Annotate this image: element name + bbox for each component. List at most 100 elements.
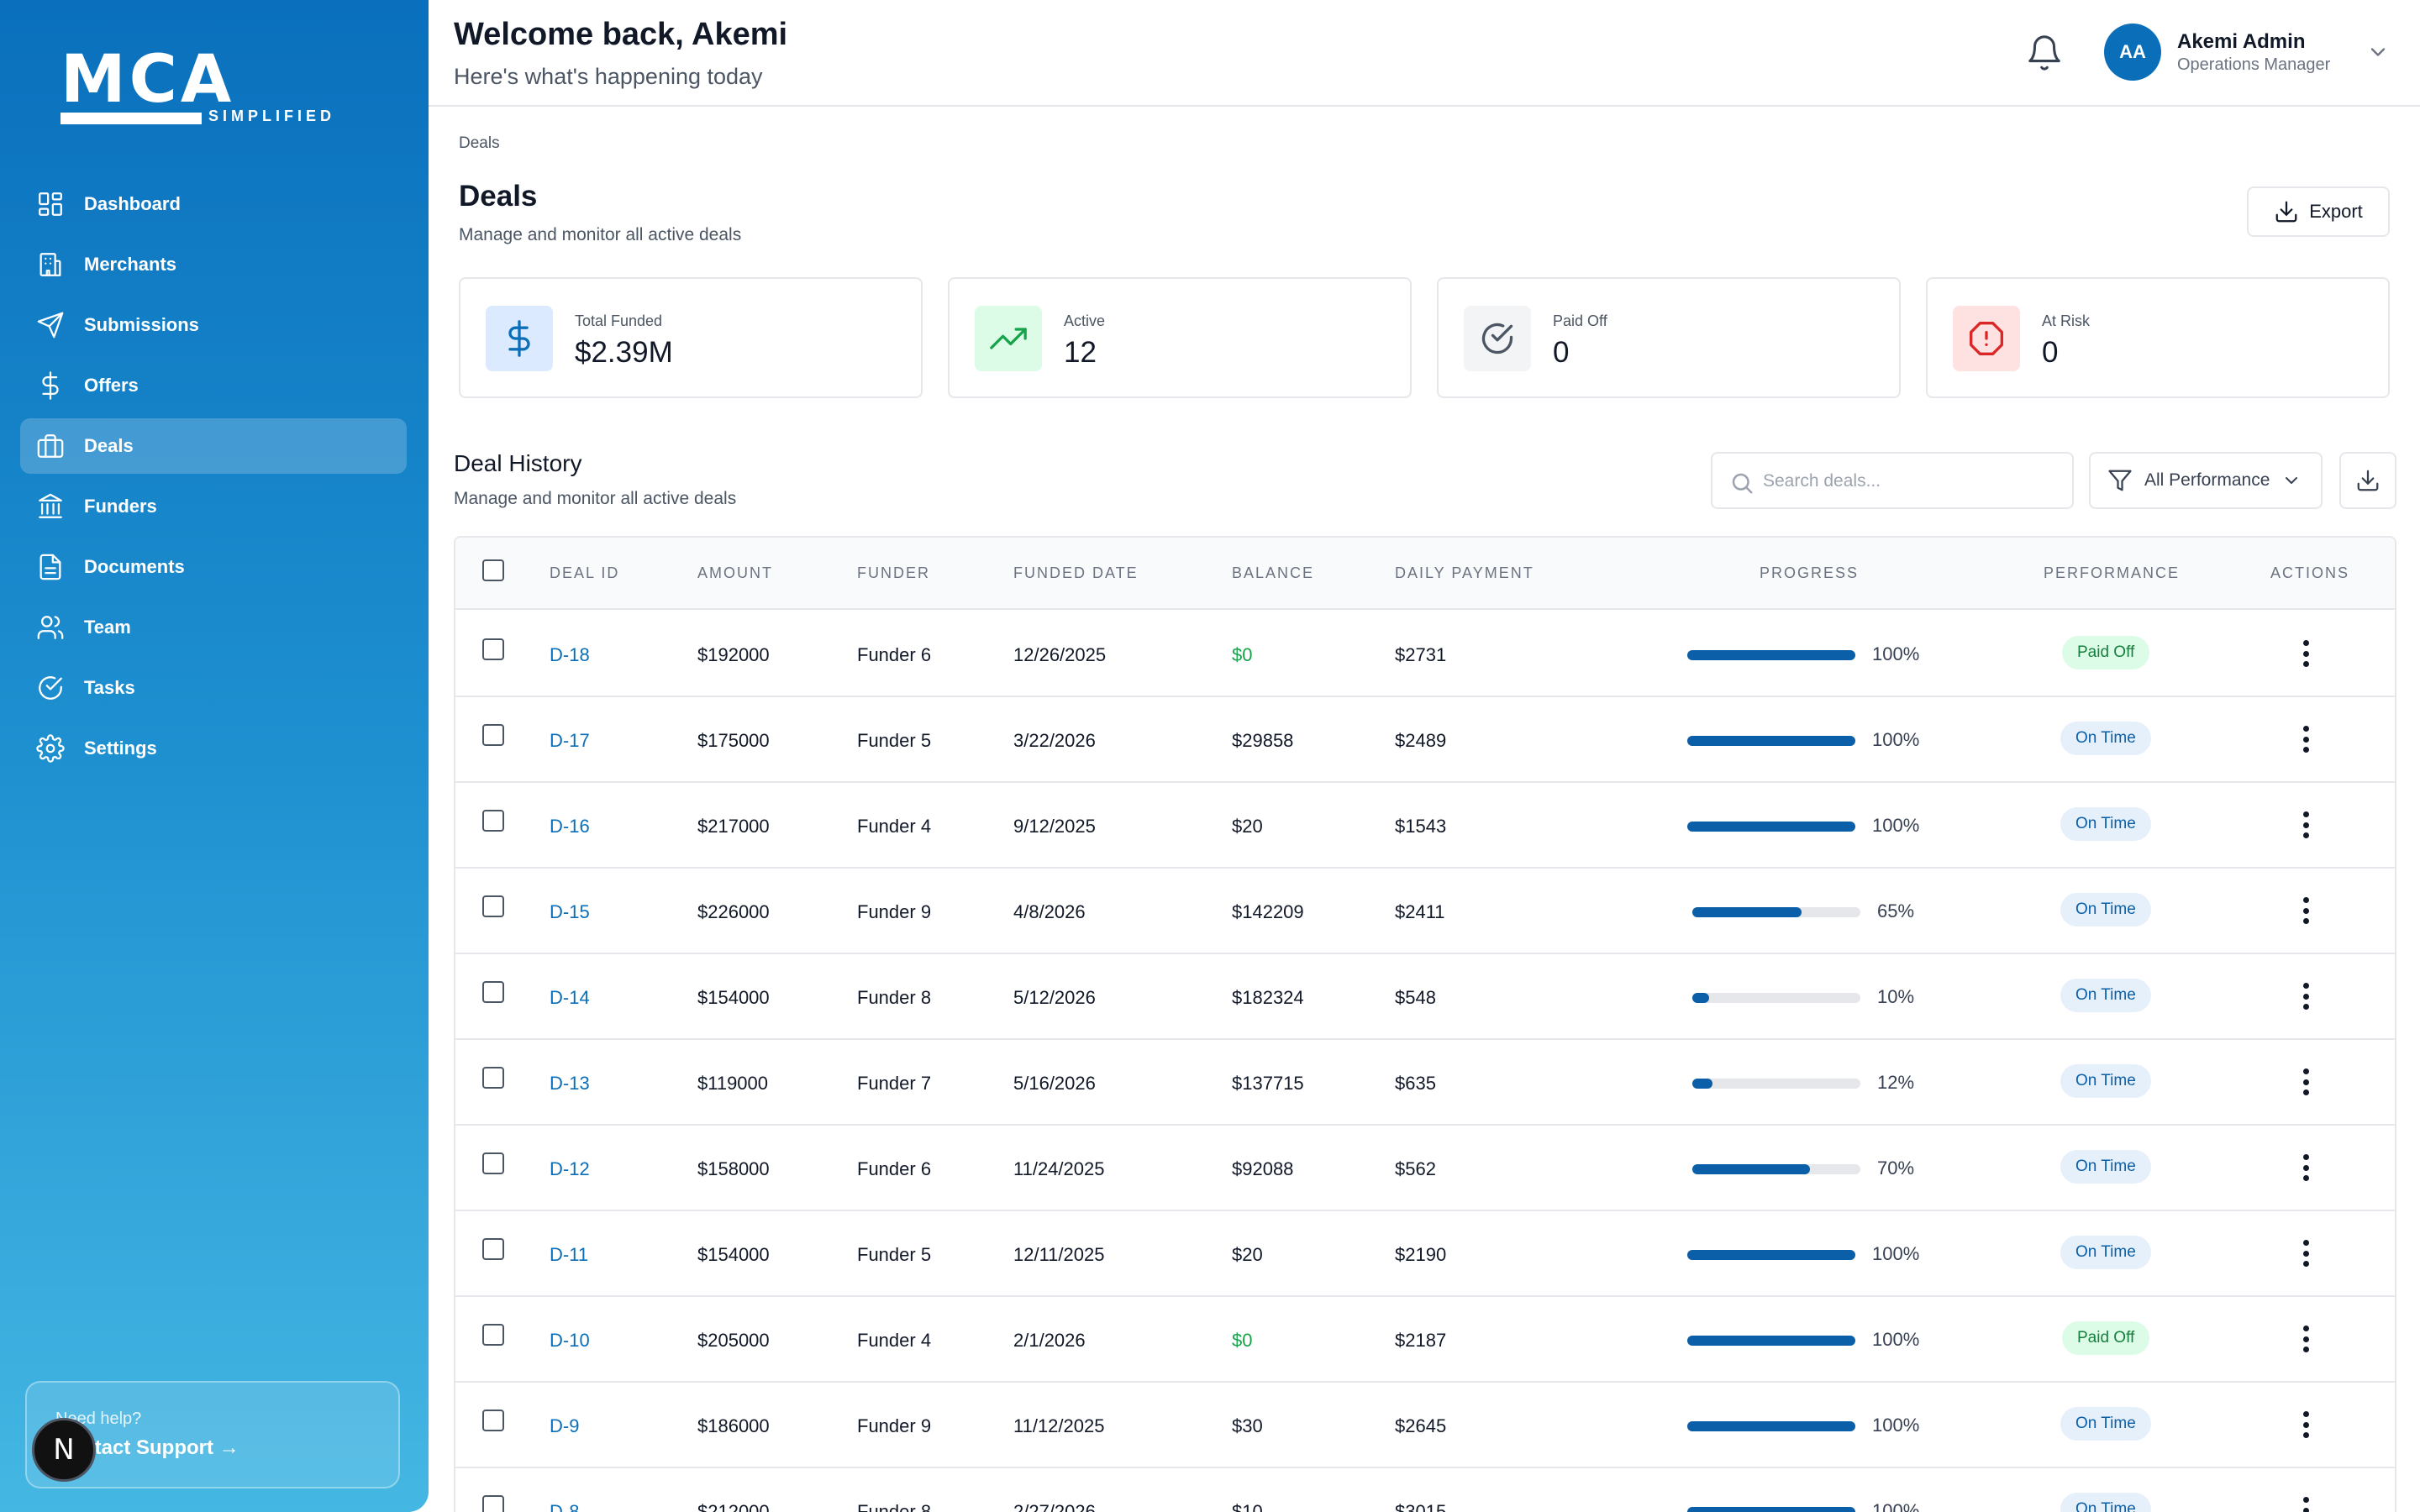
deal-id-link[interactable]: D-15 [550, 901, 590, 922]
select-all-checkbox[interactable] [482, 559, 504, 581]
user-name[interactable]: Akemi Admin [2177, 30, 2306, 53]
deal-funded-date: 3/22/2026 [1013, 730, 1096, 751]
table-row[interactable]: D-11 $154000 Funder 5 12/11/2025 $20 $2190 100… [455, 1211, 2395, 1297]
column-header-performance[interactable]: Performance [2044, 564, 2181, 581]
more-actions-icon[interactable] [2296, 722, 2316, 756]
row-checkbox[interactable] [482, 1067, 504, 1089]
sidebar-item-dashboard[interactable]: Dashboard [20, 176, 407, 232]
sidebar-item-team[interactable]: Team [20, 600, 407, 655]
stat-value: 0 [1553, 336, 1570, 369]
column-header-progress[interactable]: Progress [1760, 564, 1860, 581]
row-checkbox[interactable] [482, 895, 504, 917]
table-row[interactable]: D-14 $154000 Funder 8 5/12/2026 $182324 $548 1… [455, 954, 2395, 1040]
brand-tagline: SIMPLIFIED [208, 108, 336, 124]
deal-id-link[interactable]: D-14 [550, 987, 590, 1008]
column-header-balance[interactable]: Balance [1232, 564, 1315, 581]
more-actions-icon[interactable] [2296, 979, 2316, 1013]
column-header-funder[interactable]: Funder [857, 564, 930, 581]
sidebar-item-funders[interactable]: Funders [20, 479, 407, 534]
stat-value: 12 [1064, 336, 1097, 369]
more-actions-icon[interactable] [2296, 808, 2316, 842]
avatar[interactable]: AA [2104, 24, 2161, 81]
more-actions-icon[interactable] [2296, 1151, 2316, 1184]
sidebar-item-deals[interactable]: Deals [20, 418, 407, 474]
deal-balance: $92088 [1232, 1158, 1294, 1179]
deal-id-link[interactable]: D-11 [550, 1244, 589, 1265]
more-actions-icon[interactable] [2296, 1065, 2316, 1099]
deal-id-link[interactable]: D-16 [550, 816, 590, 837]
sidebar-item-label: Funders [84, 496, 157, 517]
sidebar-item-tasks[interactable]: Tasks [20, 660, 407, 716]
deal-funded-date: 12/11/2025 [1013, 1244, 1105, 1265]
row-checkbox[interactable] [482, 1410, 504, 1431]
table-row[interactable]: D-10 $205000 Funder 4 2/1/2026 $0 $2187 100% Pa… [455, 1297, 2395, 1383]
deal-id-link[interactable]: D-8 [550, 1501, 580, 1512]
more-actions-icon[interactable] [2296, 1236, 2316, 1270]
breadcrumb[interactable]: Deals [459, 134, 500, 152]
sidebar-item-documents[interactable]: Documents [20, 539, 407, 595]
table-row[interactable]: D-16 $217000 Funder 4 9/12/2025 $20 $1543 100%… [455, 783, 2395, 869]
gear-icon [35, 733, 66, 764]
table-row[interactable]: D-12 $158000 Funder 6 11/24/2025 $92088 $562 7… [455, 1126, 2395, 1211]
more-actions-icon[interactable] [2296, 1322, 2316, 1356]
n-badge[interactable]: N [32, 1418, 96, 1482]
table-row[interactable]: D-18 $192000 Funder 6 12/26/2025 $0 $2731 100%… [455, 612, 2395, 697]
more-actions-icon[interactable] [2296, 1494, 2316, 1512]
column-header-amount[interactable]: Amount [697, 564, 773, 581]
row-checkbox[interactable] [482, 1238, 504, 1260]
row-checkbox[interactable] [482, 1324, 504, 1346]
table-row[interactable]: D-17 $175000 Funder 5 3/22/2026 $29858 $2489 1… [455, 697, 2395, 783]
more-actions-icon[interactable] [2296, 637, 2316, 670]
deal-id-link[interactable]: D-9 [550, 1415, 580, 1436]
column-header-actions[interactable]: Actions [2270, 564, 2350, 581]
row-checkbox[interactable] [482, 1495, 504, 1512]
search-input[interactable] [1763, 465, 2057, 497]
deal-daily-payment: $635 [1395, 1073, 1436, 1094]
column-header-deal-id[interactable]: Deal ID [550, 564, 620, 581]
sidebar-item-submissions[interactable]: Submissions [20, 297, 407, 353]
more-actions-icon[interactable] [2296, 894, 2316, 927]
deal-history-title: Deal History [454, 450, 582, 476]
sidebar-item-settings[interactable]: Settings [20, 721, 407, 776]
stat-card-at-risk: At Risk 0 [1926, 277, 2390, 398]
performance-filter[interactable]: All Performance [2089, 452, 2323, 509]
download-button[interactable] [2339, 452, 2396, 509]
deal-id-link[interactable]: D-10 [550, 1330, 590, 1351]
stat-label: Total Funded [575, 312, 663, 329]
bell-icon[interactable] [2025, 34, 2064, 72]
row-checkbox[interactable] [482, 724, 504, 746]
deal-id-link[interactable]: D-18 [550, 644, 590, 665]
deal-amount: $154000 [697, 1244, 770, 1265]
table-row[interactable]: D-13 $119000 Funder 7 5/16/2026 $137715 $635 1… [455, 1040, 2395, 1126]
table-row[interactable]: D-8 $212000 Funder 8 2/27/2026 $10 $3015 100% O… [455, 1468, 2395, 1512]
deal-id-link[interactable]: D-13 [550, 1073, 590, 1094]
deal-id-link[interactable]: D-17 [550, 730, 590, 751]
more-actions-icon[interactable] [2296, 1408, 2316, 1441]
table-row[interactable]: D-15 $226000 Funder 9 4/8/2026 $142209 $2411 6… [455, 869, 2395, 954]
deal-history-subtitle: Manage and monitor all active deals [454, 489, 737, 508]
deal-id-link[interactable]: D-12 [550, 1158, 590, 1179]
chevron-down-icon[interactable] [2366, 40, 2390, 64]
deal-balance: $10 [1232, 1501, 1263, 1512]
check-circle-icon [35, 673, 66, 703]
progress-percent: 100% [1872, 643, 1920, 664]
export-button[interactable]: Export [2247, 186, 2390, 237]
brand-logo[interactable]: MCA SIMPLIFIED [60, 47, 331, 124]
row-checkbox[interactable] [482, 1152, 504, 1174]
deal-funded-date: 11/24/2025 [1013, 1158, 1105, 1179]
sidebar-item-merchants[interactable]: Merchants [20, 237, 407, 292]
progress-percent: 100% [1872, 1500, 1920, 1512]
column-header-funded-date[interactable]: Funded Date [1013, 564, 1139, 581]
column-header-daily-payment[interactable]: Daily Payment [1395, 564, 1534, 581]
table-row[interactable]: D-9 $186000 Funder 9 11/12/2025 $30 $2645 100%… [455, 1383, 2395, 1468]
row-checkbox[interactable] [482, 810, 504, 832]
deal-funder: Funder 5 [857, 730, 932, 751]
deal-balance: $20 [1232, 816, 1263, 837]
sidebar-item-offers[interactable]: Offers [20, 358, 407, 413]
progress-percent: 65% [1877, 900, 1915, 921]
progress-bar [1687, 1336, 1855, 1346]
status-badge: On Time [2060, 1150, 2151, 1184]
row-checkbox[interactable] [482, 638, 504, 660]
row-checkbox[interactable] [482, 981, 504, 1003]
search-box[interactable] [1711, 452, 2074, 509]
